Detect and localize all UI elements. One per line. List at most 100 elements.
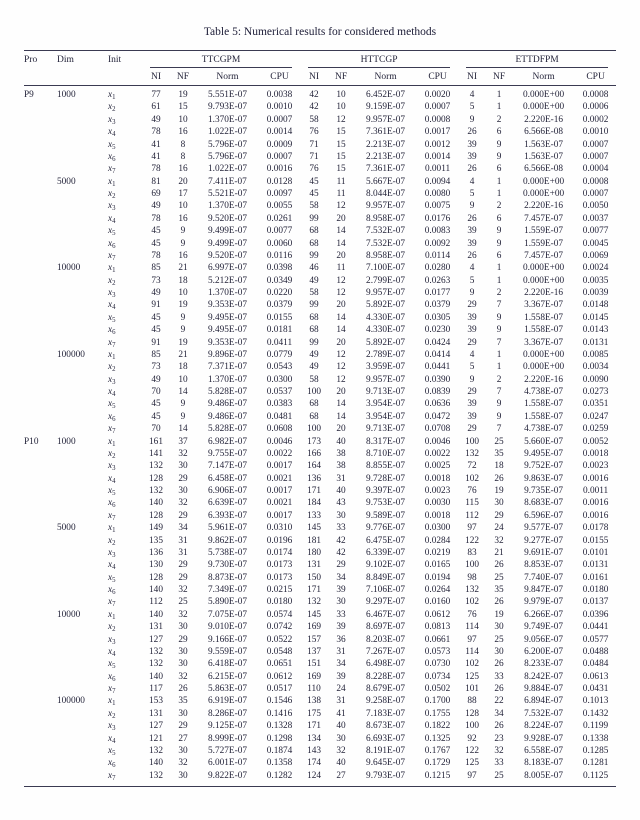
cell-norm: 6.266E-07 — [524, 609, 564, 620]
init-variable: x — [108, 708, 113, 719]
init-variable: x — [108, 770, 113, 781]
cell-norm: 9.847E-07 — [524, 585, 564, 595]
cell-cpu: 0.0008 — [582, 90, 609, 100]
cell-norm: 5.796E-07 — [208, 151, 247, 162]
cell-cpu: 0.0261 — [266, 213, 293, 224]
cell-cpu: 0.0180 — [266, 597, 293, 608]
cell-cpu: 0.1432 — [582, 708, 609, 719]
table-row: x7 78 16 9.520E-07 0.0116 99 20 8.958E-07 0.0114… — [24, 250, 616, 262]
cell-dim: 10000 — [57, 609, 81, 620]
cell-nf: 34 — [178, 523, 188, 534]
init-variable: x — [108, 646, 113, 657]
cell-ni: 49 — [151, 374, 161, 385]
cell-init: x3 — [108, 287, 142, 299]
cell-cpu: 0.0613 — [582, 671, 609, 682]
cell-nf: 26 — [178, 684, 188, 694]
cell-init: x5 — [108, 745, 142, 757]
cell-norm: 9.862E-07 — [208, 535, 247, 546]
cell-nf: 1 — [496, 263, 502, 274]
cell-nf: 37 — [178, 436, 188, 447]
cell-ni: 132 — [149, 646, 163, 657]
cell-ni: 91 — [151, 300, 161, 311]
cell-ni: 77 — [151, 90, 161, 100]
cell-cpu: 0.1215 — [424, 770, 451, 781]
cell-pro — [24, 275, 57, 287]
table-row: x5 41 8 5.796E-07 0.0009 71 15 2.213E-07 0.0012 3… — [24, 139, 616, 151]
cell-cpu: 0.0431 — [582, 684, 609, 694]
cell-cpu: 0.0017 — [266, 486, 293, 496]
init-variable: x — [108, 399, 113, 410]
cell-cpu: 0.0022 — [424, 448, 451, 459]
table-row: x7 112 25 5.890E-07 0.0180 132 30 9.297E-07 0.01… — [24, 596, 616, 608]
cell-init: x1 — [108, 522, 142, 534]
cell-ni: 9 — [469, 288, 475, 298]
cell-cpu: 0.0734 — [424, 671, 451, 682]
cell-ni: 5 — [469, 362, 475, 373]
cell-norm: 1.370E-07 — [208, 374, 247, 385]
cell-cpu: 0.0017 — [424, 127, 451, 138]
cell-cpu: 0.0176 — [424, 213, 451, 224]
cell-norm: 5.738E-07 — [208, 547, 247, 558]
cell-norm: 9.979E-07 — [524, 597, 564, 608]
cell-nf: 20 — [336, 337, 346, 348]
cell-pro — [24, 757, 57, 769]
cell-ni: 97 — [467, 523, 477, 534]
cell-ni: 97 — [467, 634, 477, 645]
cell-ni: 92 — [467, 733, 477, 744]
cell-nf: 8 — [180, 151, 186, 162]
cell-dim — [57, 572, 108, 584]
cell-nf: 17 — [178, 189, 188, 199]
cell-norm: 7.457E-07 — [524, 213, 564, 224]
cell-nf: 14 — [336, 399, 346, 410]
cell-nf: 30 — [178, 659, 188, 670]
init-variable: x — [108, 622, 113, 633]
cell-ni: 70 — [151, 424, 161, 435]
cell-cpu: 0.0101 — [582, 547, 609, 558]
cell-pro — [24, 683, 57, 695]
cell-cpu: 0.0148 — [582, 300, 609, 311]
cell-nf: 35 — [494, 448, 504, 459]
cell-cpu: 0.0114 — [424, 250, 451, 261]
cell-ni: 175 — [307, 708, 322, 719]
cell-dim — [57, 114, 108, 126]
cell-norm: 4.738E-07 — [524, 424, 564, 435]
cell-init: x2 — [108, 275, 142, 287]
cell-ni: 132 — [149, 486, 163, 496]
cell-cpu: 0.0300 — [424, 523, 451, 534]
table-row: x5 45 9 9.495E-07 0.0155 68 14 4.330E-07 0.0305 3… — [24, 312, 616, 324]
cell-cpu: 0.0230 — [424, 325, 451, 336]
cell-ni: 41 — [151, 151, 161, 162]
cell-dim — [57, 535, 108, 547]
cell-init: x1 — [108, 86, 142, 102]
cell-ni: 161 — [149, 436, 163, 447]
init-variable: x — [108, 127, 113, 138]
cell-nf: 20 — [178, 176, 188, 187]
init-subscript: 6 — [112, 762, 116, 770]
cell-ni: 68 — [309, 238, 319, 249]
cell-pro — [24, 522, 57, 534]
cell-cpu: 0.0145 — [582, 312, 609, 323]
cell-pro — [24, 200, 57, 212]
cell-init: x5 — [108, 658, 142, 670]
cell-norm: 9.863E-07 — [524, 473, 564, 484]
cell-init: x7 — [108, 683, 142, 695]
cell-cpu: 0.1285 — [582, 745, 609, 756]
cell-cpu: 0.0264 — [424, 585, 451, 595]
group-label-ttcgpm: TTCGPM — [201, 55, 241, 65]
cell-norm: 5.796E-07 — [208, 139, 247, 150]
cell-norm: 9.735E-07 — [524, 486, 564, 496]
cell-nf: 14 — [336, 411, 346, 422]
cell-ni: 45 — [151, 411, 161, 422]
cell-cpu: 0.0215 — [266, 585, 293, 595]
cell-ni: 81 — [151, 176, 161, 187]
cell-cpu: 0.0077 — [582, 226, 609, 237]
init-subscript: 7 — [112, 688, 116, 695]
cell-dim: 1000 — [57, 436, 76, 447]
cell-nf: 29 — [336, 560, 346, 571]
cell-ni: 134 — [307, 733, 322, 744]
cell-ni: 132 — [307, 597, 322, 608]
cell-nf: 23 — [494, 733, 504, 744]
cell-norm: 9.486E-07 — [208, 399, 247, 410]
init-variable: x — [108, 424, 113, 435]
table-row: x6 140 32 6.215E-07 0.0612 169 39 8.228E-07 0.07… — [24, 671, 616, 683]
